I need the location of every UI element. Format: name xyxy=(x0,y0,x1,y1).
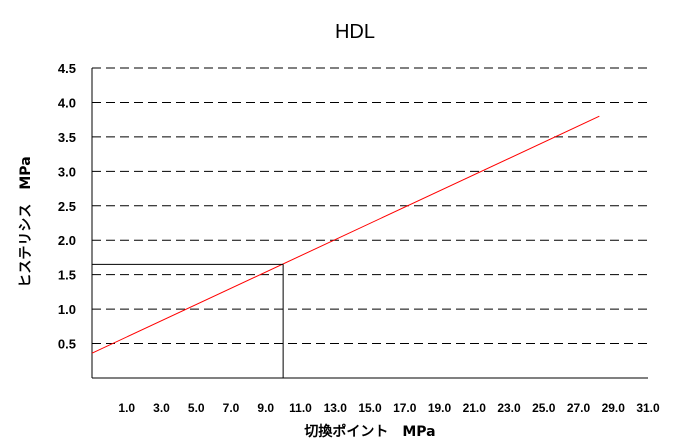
chart-title: HDL xyxy=(335,21,375,43)
grid xyxy=(92,67,648,345)
y-tick-label: 1.0 xyxy=(58,302,76,317)
x-tick-label: 29.0 xyxy=(602,401,626,415)
x-tick-labels: 1.0 3.0 5.0 7.0 9.0 11.0 13.0 15.0 17.0 19.0 21.0 2… xyxy=(118,401,660,415)
x-tick-label: 15.0 xyxy=(358,401,382,415)
y-tick-label: 2.0 xyxy=(58,233,76,248)
y-tick-label: 3.0 xyxy=(58,164,76,179)
reference-lines xyxy=(92,263,284,378)
x-tick-label: 5.0 xyxy=(188,401,205,415)
y-tick-label: 0.5 xyxy=(58,337,76,352)
y-tick-labels: 0.5 1.0 1.5 2.0 2.5 3.0 3.5 4.0 4.5 xyxy=(58,61,76,352)
x-tick-label: 21.0 xyxy=(463,401,487,415)
x-tick-label: 31.0 xyxy=(636,401,660,415)
x-tick-label: 13.0 xyxy=(324,401,348,415)
series-group xyxy=(91,115,600,354)
y-tick-label: 1.5 xyxy=(58,268,76,283)
y-tick-label: 4.5 xyxy=(58,61,76,76)
series-line xyxy=(91,115,600,354)
x-tick-label: 3.0 xyxy=(153,401,170,415)
y-tick-label: 4.0 xyxy=(58,95,76,110)
x-tick-label: 27.0 xyxy=(567,401,591,415)
y-tick-label: 3.5 xyxy=(58,130,76,145)
x-tick-label: 17.0 xyxy=(393,401,417,415)
x-axis-label: 切換ポイント MPa xyxy=(304,423,435,440)
x-tick-label: 25.0 xyxy=(532,401,556,415)
y-axis-label: ヒステリシス MPa xyxy=(18,156,34,287)
x-tick-label: 23.0 xyxy=(497,401,521,415)
x-tick-label: 9.0 xyxy=(257,401,274,415)
y-tick-label: 2.5 xyxy=(58,199,76,214)
x-tick-label: 1.0 xyxy=(118,401,135,415)
x-tick-label: 19.0 xyxy=(428,401,452,415)
x-tick-label: 11.0 xyxy=(289,401,312,415)
x-tick-label: 7.0 xyxy=(223,401,240,415)
